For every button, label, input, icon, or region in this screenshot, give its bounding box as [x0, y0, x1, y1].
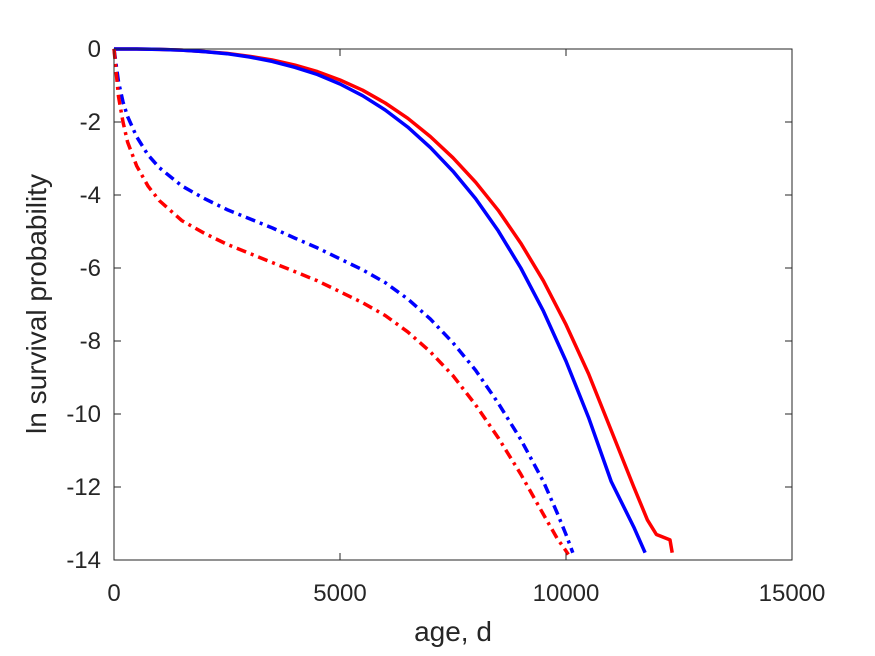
series-line-3 — [112, 48, 575, 554]
y-tick-label: -6 — [80, 255, 101, 282]
x-tick-label: 0 — [107, 580, 120, 607]
y-tick-label: -4 — [80, 182, 101, 209]
series-layer — [112, 47, 674, 556]
y-tick-label: -12 — [66, 474, 101, 501]
y-tick-label: -14 — [66, 547, 101, 574]
y-tick-label: -2 — [80, 109, 101, 136]
x-tick-label: 15000 — [759, 580, 826, 607]
x-axis-title: age, d — [414, 616, 492, 647]
plot-background — [114, 49, 792, 560]
tick-labels-layer: 0 5000 10000 15000 0 -2 -4 -6 -8 -10 -12 -14 — [66, 36, 825, 607]
y-axis-title: ln survival probability — [21, 174, 52, 434]
y-tick-label: 0 — [88, 36, 101, 63]
y-tick-label: -10 — [66, 401, 101, 428]
series-line-2 — [114, 47, 647, 554]
ticks-layer — [113, 48, 793, 561]
y-tick-label: -8 — [80, 328, 101, 355]
x-tick-label: 5000 — [313, 580, 366, 607]
series-line-4 — [112, 48, 570, 556]
x-tick-label: 10000 — [533, 580, 600, 607]
plot-frame — [113, 48, 793, 561]
